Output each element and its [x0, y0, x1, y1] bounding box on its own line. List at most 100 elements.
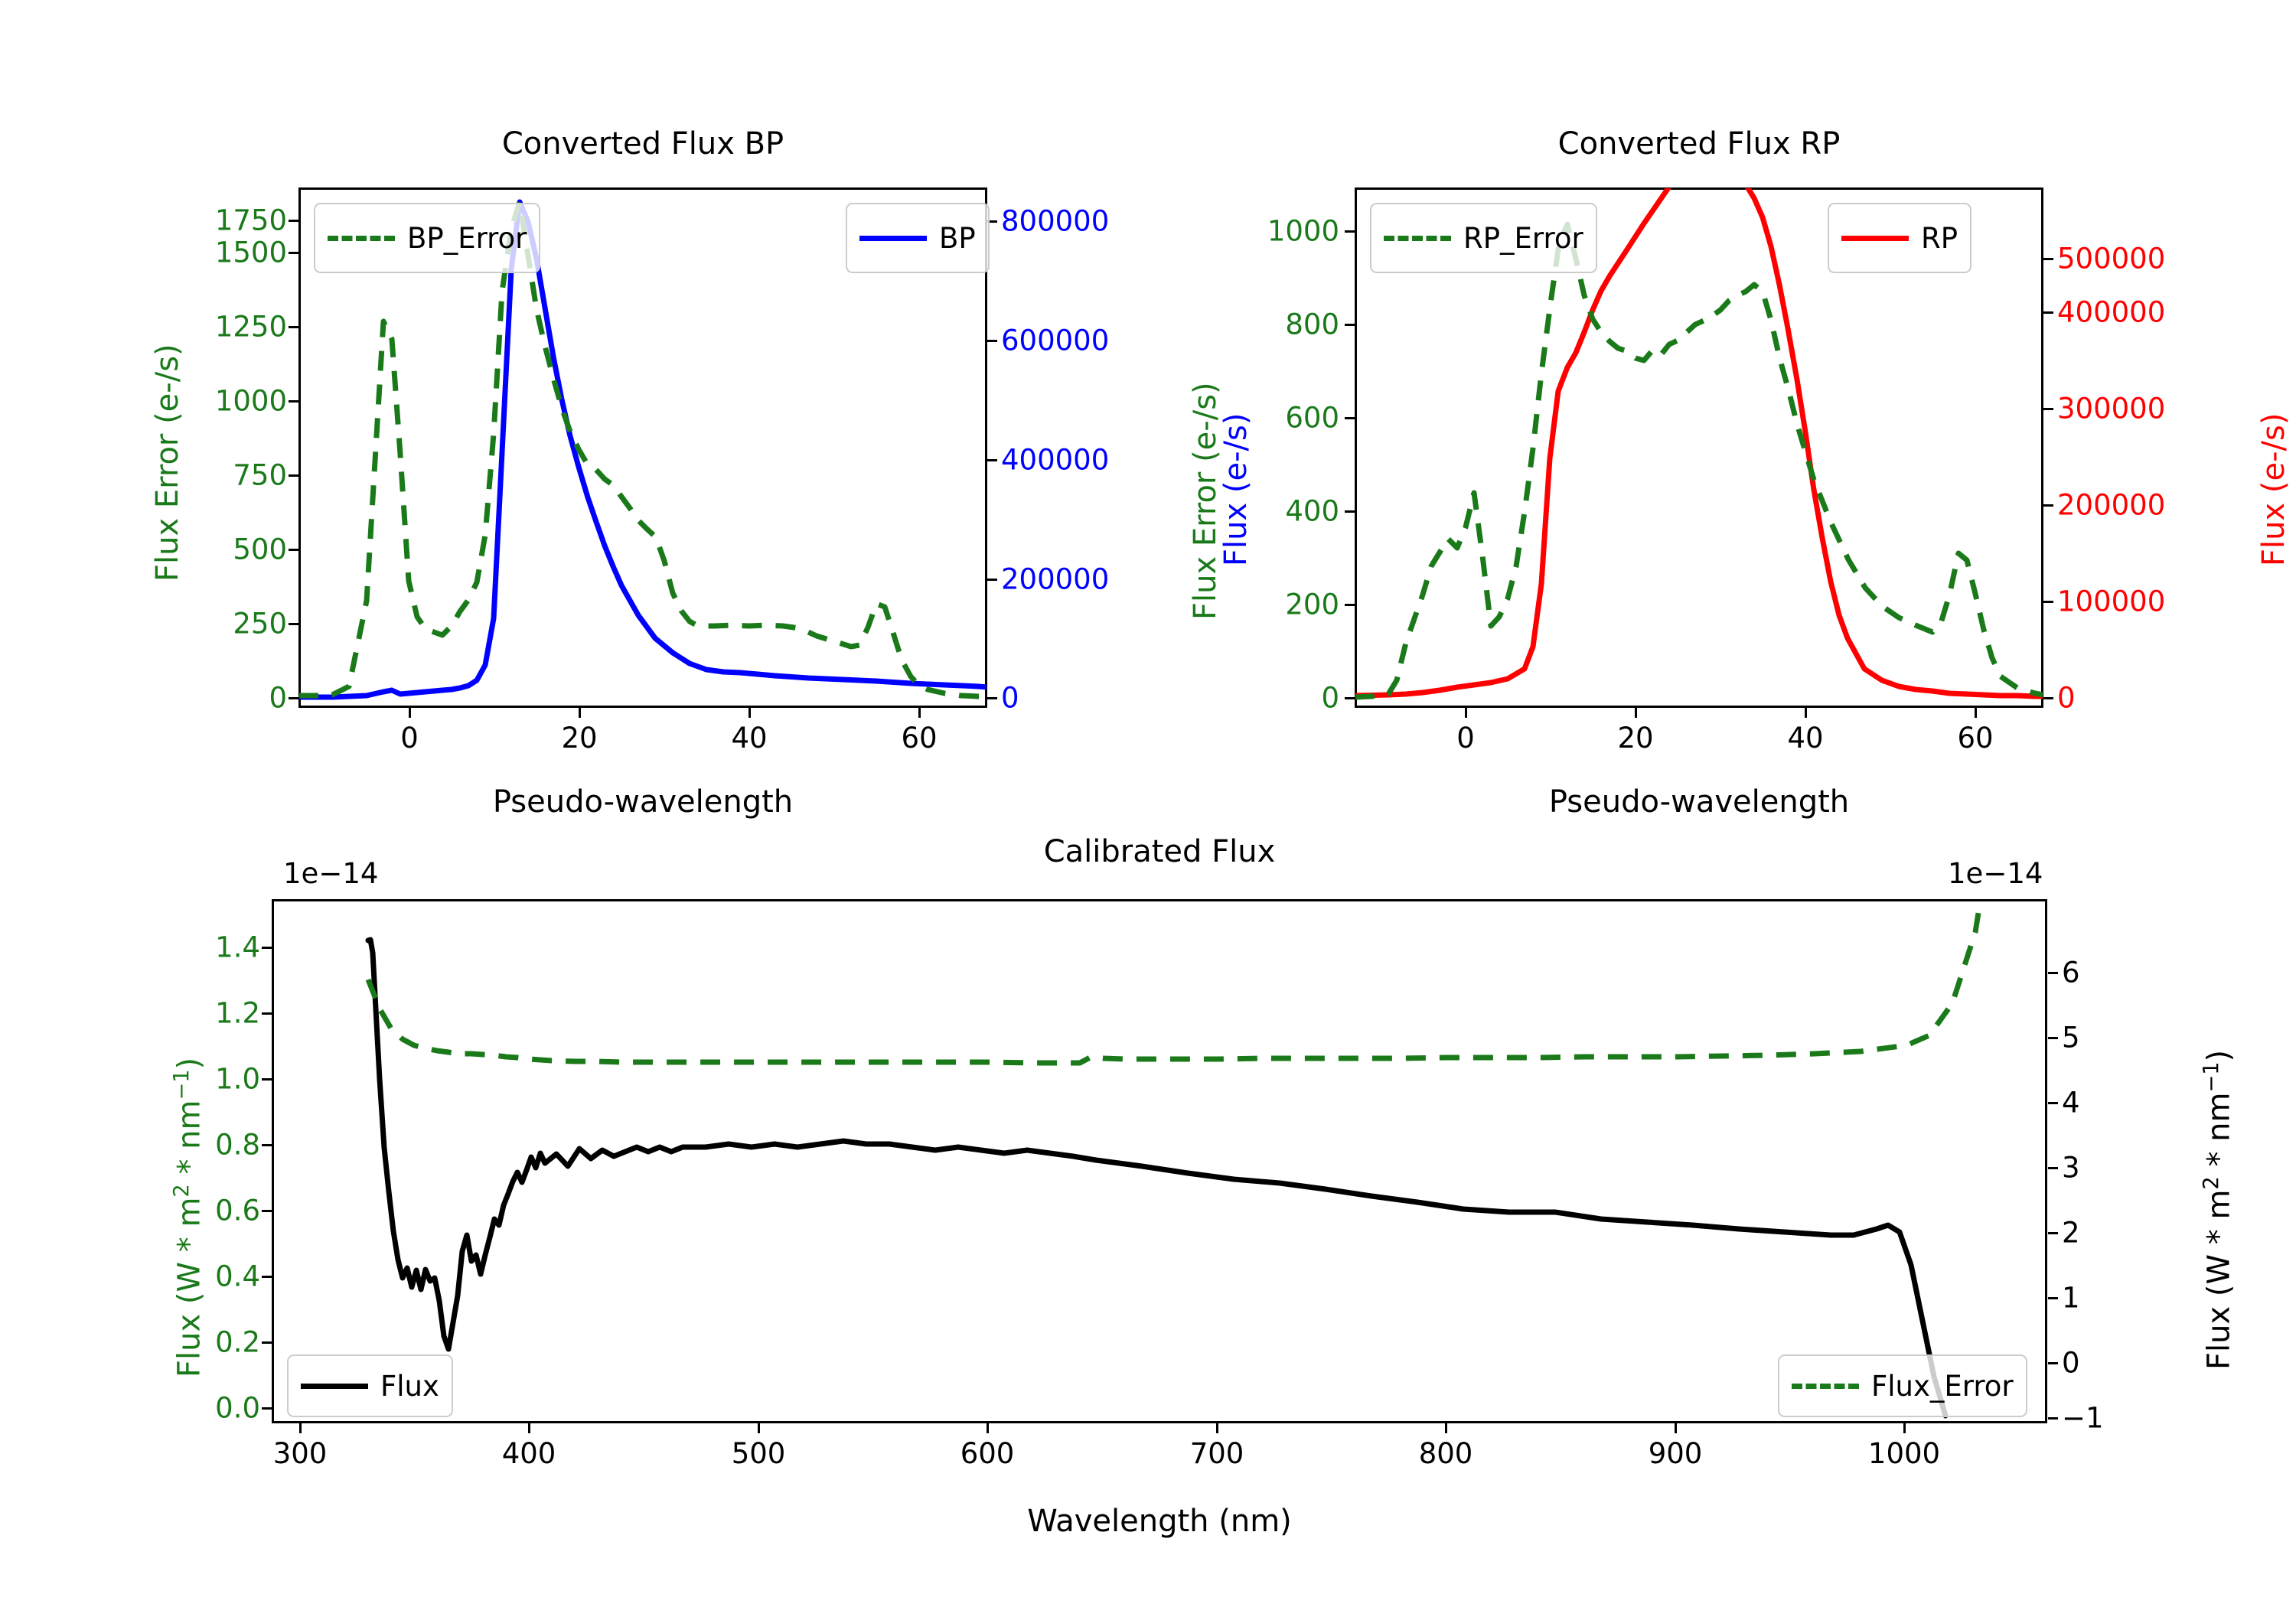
calibrated-ytick-left: 0.4: [215, 1260, 260, 1293]
calibrated-xtick-mark: [987, 1423, 989, 1433]
calibrated-xtick-mark: [299, 1423, 302, 1433]
bp-ytick-right-mark: [987, 697, 997, 699]
calibrated-ytick-mark: [262, 1341, 272, 1344]
calibrated-flux-error-legend-swatch: [1792, 1383, 1859, 1389]
calibrated-ytick-right: 6: [2062, 956, 2080, 989]
bp-legend-flux[interactable]: BP: [846, 203, 990, 273]
calibrated-ytick-mark: [262, 1210, 272, 1212]
calibrated-ytick-right: 1: [2062, 1281, 2080, 1315]
calibrated-ytick-mark: [262, 1078, 272, 1081]
rp-ytick-right: 400000: [2057, 295, 2166, 329]
rp-error-legend-label: RP_Error: [1463, 221, 1583, 255]
calibrated-ytick-left: 1.0: [215, 1062, 260, 1096]
rp-ytick-right-mark: [2043, 311, 2053, 314]
rp-ytick-right: 0: [2057, 681, 2076, 715]
calibrated-ytick-right-mark: [2048, 1362, 2058, 1364]
bp-ytick-mark: [289, 220, 298, 222]
calibrated-xtick-mark: [1216, 1423, 1218, 1433]
calibrated-ytick-right: 0: [2062, 1346, 2080, 1380]
bp-ytick-left: 1750: [214, 204, 287, 237]
calibrated-xlabel: Wavelength (nm): [1027, 1504, 1292, 1539]
bp-xlabel: Pseudo-wavelength: [492, 784, 794, 820]
rp-ytick-mark: [1345, 697, 1355, 699]
bp-ytick-left: 750: [233, 458, 287, 492]
calibrated-ylabel-right: Flux (W * m2 * nm−1): [2200, 1049, 2237, 1370]
rp-ytick-right: 500000: [2057, 242, 2166, 275]
bp-ytick-right: 0: [1001, 681, 1019, 715]
rp-ytick-right: 200000: [2057, 488, 2166, 522]
bp-xtick: 60: [901, 722, 938, 755]
bp-ytick-right: 800000: [1001, 204, 1110, 238]
rp-xtick-mark: [1805, 708, 1807, 718]
bp-ytick-right-mark: [987, 459, 997, 461]
bp-ytick-right-mark: [987, 579, 997, 581]
rp-legend-label: RP: [1921, 221, 1958, 255]
bp-xtick-mark: [748, 708, 751, 718]
rp-ytick-right-mark: [2043, 697, 2053, 699]
bp-xtick: 0: [400, 722, 419, 755]
calibrated-flux-legend-label: Flux: [380, 1369, 439, 1403]
bp-legend-label: BP: [939, 221, 976, 255]
bp-ytick-left: 1250: [214, 310, 287, 344]
calibrated-xtick: 900: [1648, 1437, 1703, 1470]
calibrated-ytick-mark: [262, 1276, 272, 1278]
rp-xtick: 20: [1617, 722, 1654, 755]
rp-ytick-mark: [1345, 324, 1355, 326]
bp-panel-title: Converted Flux BP: [501, 126, 784, 161]
bp-ytick-mark: [289, 549, 298, 551]
bp-ytick-left: 0: [269, 681, 287, 715]
bp-ytick-right: 600000: [1001, 324, 1110, 357]
calibrated-xtick-mark: [528, 1423, 530, 1433]
bp-ytick-left: 500: [233, 533, 287, 566]
calibrated-ytick-left: 1.2: [215, 996, 260, 1030]
bp-xtick: 20: [561, 722, 598, 755]
calibrated-ytick-right-mark: [2048, 1232, 2058, 1234]
bp-legend-error[interactable]: BP_Error: [314, 203, 541, 273]
calibrated-ytick-right-mark: [2048, 1037, 2058, 1039]
calibrated-ytick-mark: [262, 1407, 272, 1410]
rp-xtick: 0: [1456, 722, 1475, 755]
calibrated-ytick-left: 0.6: [215, 1194, 260, 1227]
calibrated-ytick-left: 0.8: [215, 1128, 260, 1162]
rp-xtick: 60: [1957, 722, 1994, 755]
calibrated-xtick: 300: [272, 1437, 328, 1470]
rp-ytick-right: 300000: [2057, 392, 2166, 425]
calibrated-ytick-left: 0.2: [215, 1325, 260, 1359]
calibrated-ytick-mark: [262, 1012, 272, 1015]
rp-ytick-left: 800: [1285, 308, 1339, 341]
calibrated-xtick-mark: [1903, 1423, 1906, 1433]
calibrated-legend-flux[interactable]: Flux: [287, 1354, 453, 1417]
calibrated-legend-flux-error[interactable]: Flux_Error: [1778, 1354, 2027, 1417]
bp-ytick-mark: [289, 623, 298, 625]
calibrated-ytick-right-mark: [2048, 1167, 2058, 1169]
rp-xlabel: Pseudo-wavelength: [1548, 784, 1850, 820]
calibrated-flux-error-legend-label: Flux_Error: [1871, 1369, 2014, 1403]
rp-xtick-mark: [1465, 708, 1467, 718]
calibrated-ytick-left: 1.4: [215, 931, 260, 964]
calibrated-xtick: 700: [1189, 1437, 1244, 1470]
bp-ytick-mark: [289, 400, 298, 403]
calibrated-ytick-left: 0.0: [215, 1391, 260, 1425]
calibrated-xtick: 500: [731, 1437, 786, 1470]
rp-error-legend-swatch: [1384, 235, 1451, 241]
bp-ylabel-right: Flux (e-/s): [1218, 412, 1254, 566]
bp-error-legend-swatch: [328, 235, 395, 241]
bp-ytick-left: 1500: [214, 236, 287, 269]
rp-ytick-right: 100000: [2057, 585, 2166, 618]
calibrated-ytick-right: 3: [2062, 1151, 2080, 1185]
rp-legend-error[interactable]: RP_Error: [1370, 203, 1597, 273]
rp-ytick-left: 0: [1321, 681, 1339, 715]
rp-legend-flux[interactable]: RP: [1828, 203, 1972, 273]
bp-xtick-mark: [579, 708, 581, 718]
rp-ytick-mark: [1345, 510, 1355, 513]
calibrated-ytick-right-mark: [2048, 1102, 2058, 1104]
bp-xtick: 40: [731, 722, 768, 755]
calibrated-xtick: 1000: [1867, 1437, 1941, 1470]
rp-ytick-left: 600: [1285, 401, 1339, 435]
bp-legend-swatch: [859, 235, 927, 241]
calibrated-xtick-mark: [1675, 1423, 1677, 1433]
calibrated-ytick-right: 5: [2062, 1021, 2080, 1054]
calibrated-xtick-mark: [758, 1423, 760, 1433]
bp-ytick-right-mark: [987, 340, 997, 342]
